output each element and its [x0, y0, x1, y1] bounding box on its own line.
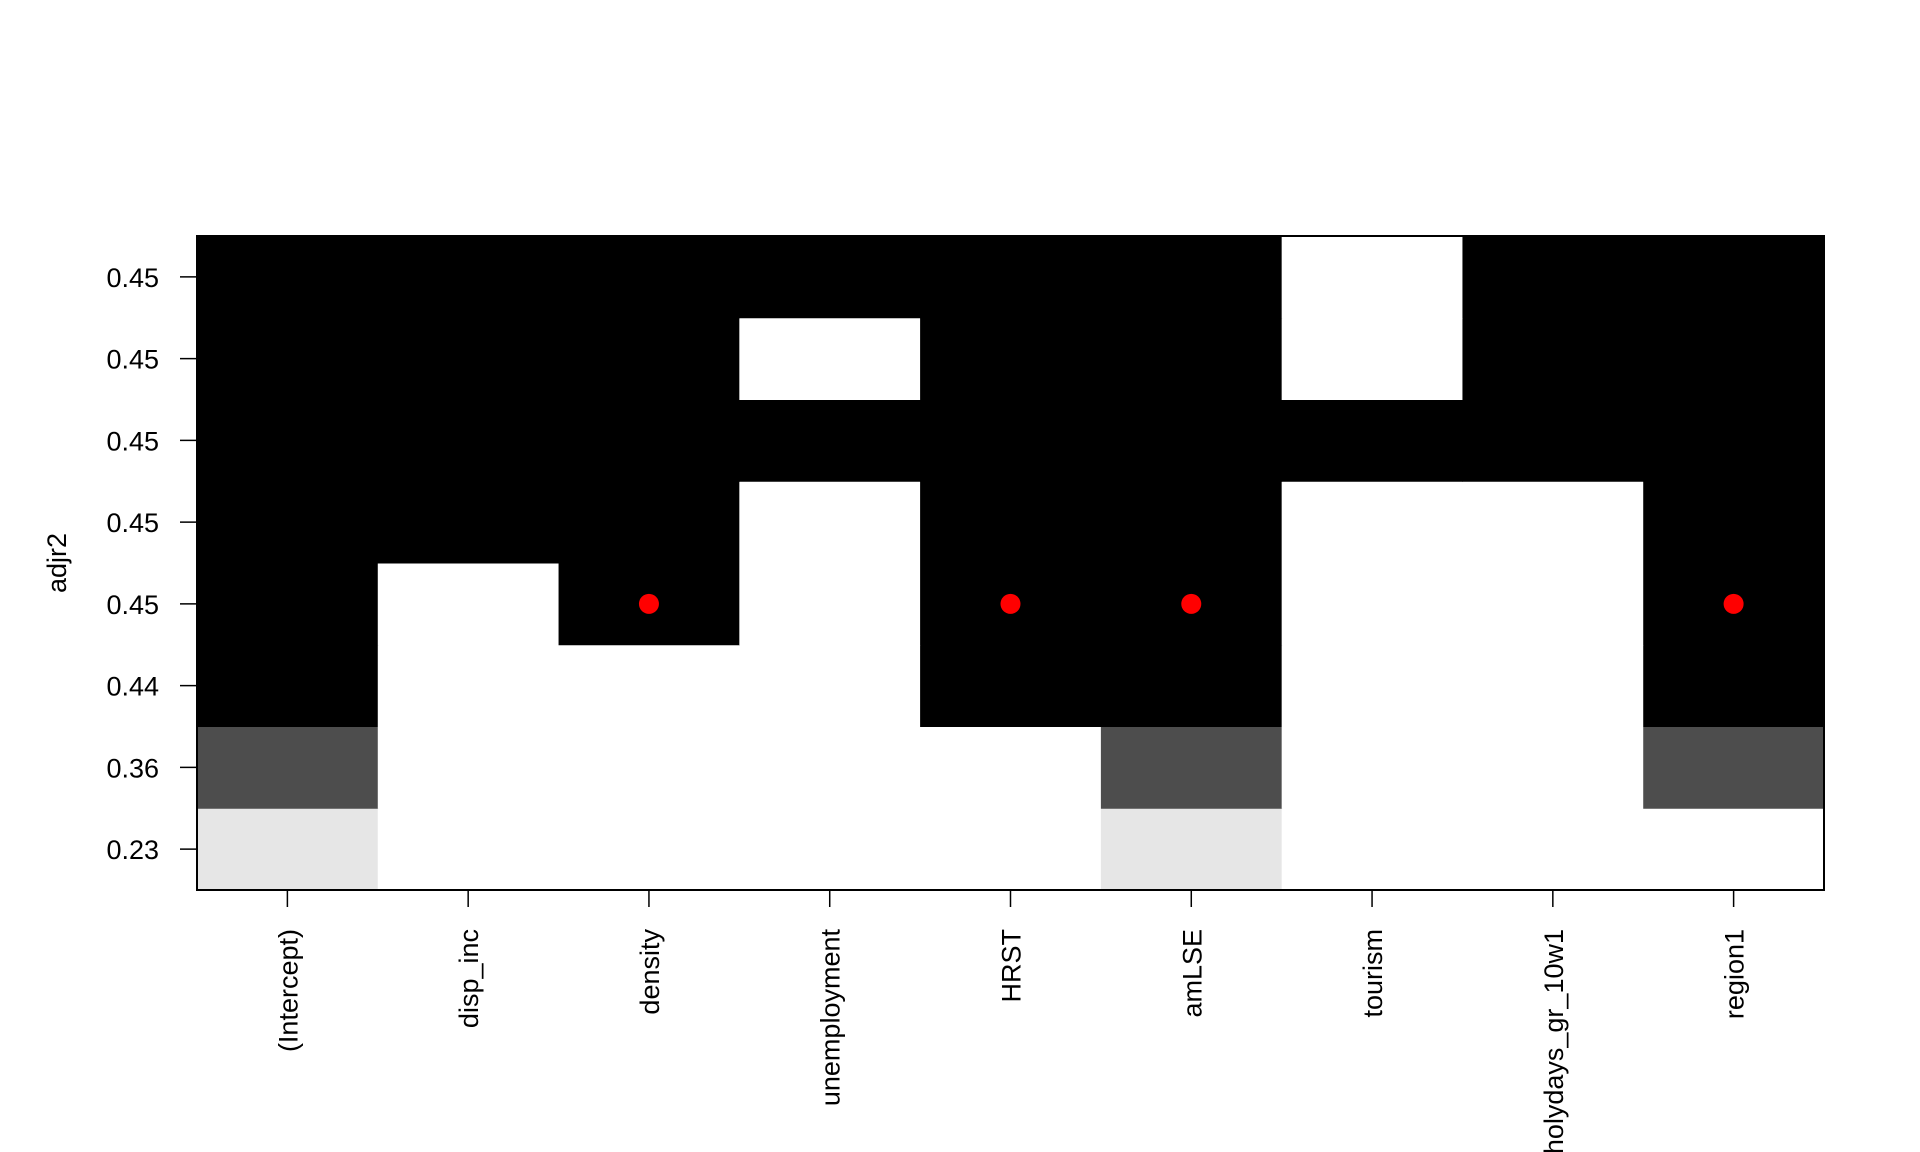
cell — [197, 726, 379, 809]
cell — [377, 726, 560, 809]
cell — [558, 236, 740, 319]
marker — [638, 593, 659, 614]
y-tick-label: 0.45 — [106, 426, 159, 456]
cell — [1100, 399, 1283, 482]
cell — [377, 481, 560, 564]
y-tick-label: 0.45 — [106, 590, 159, 620]
x-tick-label: amLSE — [1177, 929, 1207, 1018]
cell — [739, 644, 921, 727]
cell — [377, 808, 560, 891]
cell — [558, 317, 740, 400]
y-tick-label: 0.44 — [106, 672, 159, 702]
cell — [739, 563, 921, 646]
cell — [558, 399, 740, 482]
cell — [1643, 726, 1825, 809]
y-tick-label: 0.36 — [106, 753, 159, 783]
y-axis-label: adjr2 — [42, 533, 72, 593]
cell — [197, 563, 379, 646]
x-tick-label: tourism — [1358, 929, 1388, 1018]
cell — [920, 808, 1102, 891]
cell — [1100, 481, 1283, 564]
cell — [920, 317, 1102, 400]
y-tick-label: 0.45 — [106, 345, 159, 375]
cell — [1281, 481, 1463, 564]
cell — [920, 399, 1102, 482]
cell — [377, 563, 560, 646]
cell — [1281, 726, 1463, 809]
cell — [377, 399, 560, 482]
cell — [1643, 317, 1825, 400]
cell — [197, 399, 379, 482]
cell — [377, 236, 560, 319]
x-tick-label: holydays_gr_10w1 — [1539, 929, 1569, 1152]
cell — [1281, 644, 1463, 727]
y-tick-label: 0.23 — [106, 835, 159, 865]
cell — [1462, 481, 1644, 564]
cell — [1643, 236, 1825, 319]
cell — [1462, 399, 1644, 482]
cell — [1281, 236, 1463, 319]
cell — [197, 808, 379, 891]
cell — [739, 399, 921, 482]
cell — [1643, 808, 1825, 891]
cell — [1462, 808, 1644, 891]
cell — [377, 644, 560, 727]
cell — [1462, 563, 1644, 646]
cell — [920, 481, 1102, 564]
cell — [1100, 726, 1283, 809]
cell — [920, 236, 1102, 319]
cell — [197, 644, 379, 727]
cell — [739, 808, 921, 891]
cell — [558, 481, 740, 564]
cell — [1100, 317, 1283, 400]
cell — [1462, 726, 1644, 809]
x-tick-label: region1 — [1720, 929, 1750, 1019]
cell — [739, 317, 921, 400]
x-tick-label: HRST — [997, 929, 1027, 1003]
cell — [197, 317, 379, 400]
cell — [1643, 644, 1825, 727]
y-tick-label: 0.45 — [106, 263, 159, 293]
marker — [1000, 593, 1021, 614]
cell — [558, 644, 740, 727]
cell — [920, 726, 1102, 809]
y-tick-label: 0.45 — [106, 508, 159, 538]
cell — [739, 481, 921, 564]
cell — [739, 726, 921, 809]
cell — [1100, 644, 1283, 727]
cell — [1100, 808, 1283, 891]
cell — [1281, 808, 1463, 891]
x-tick-label: density — [635, 929, 665, 1015]
x-tick-label: unemployment — [816, 929, 846, 1107]
x-tick-label: disp_inc — [454, 929, 484, 1028]
marker — [1181, 593, 1202, 614]
cell — [1643, 481, 1825, 564]
cell — [1281, 563, 1463, 646]
cell — [920, 644, 1102, 727]
cell — [1462, 236, 1644, 319]
cell — [197, 236, 379, 319]
cell — [1462, 644, 1644, 727]
cell — [739, 236, 921, 319]
cell — [197, 481, 379, 564]
cell — [558, 808, 740, 891]
cell — [377, 317, 560, 400]
cell — [1643, 399, 1825, 482]
cell — [1462, 317, 1644, 400]
marker — [1723, 593, 1744, 614]
cell — [1281, 317, 1463, 400]
cell — [1281, 399, 1463, 482]
cell — [558, 726, 740, 809]
x-tick-label: (Intercept) — [273, 929, 303, 1052]
cell — [1100, 236, 1283, 319]
